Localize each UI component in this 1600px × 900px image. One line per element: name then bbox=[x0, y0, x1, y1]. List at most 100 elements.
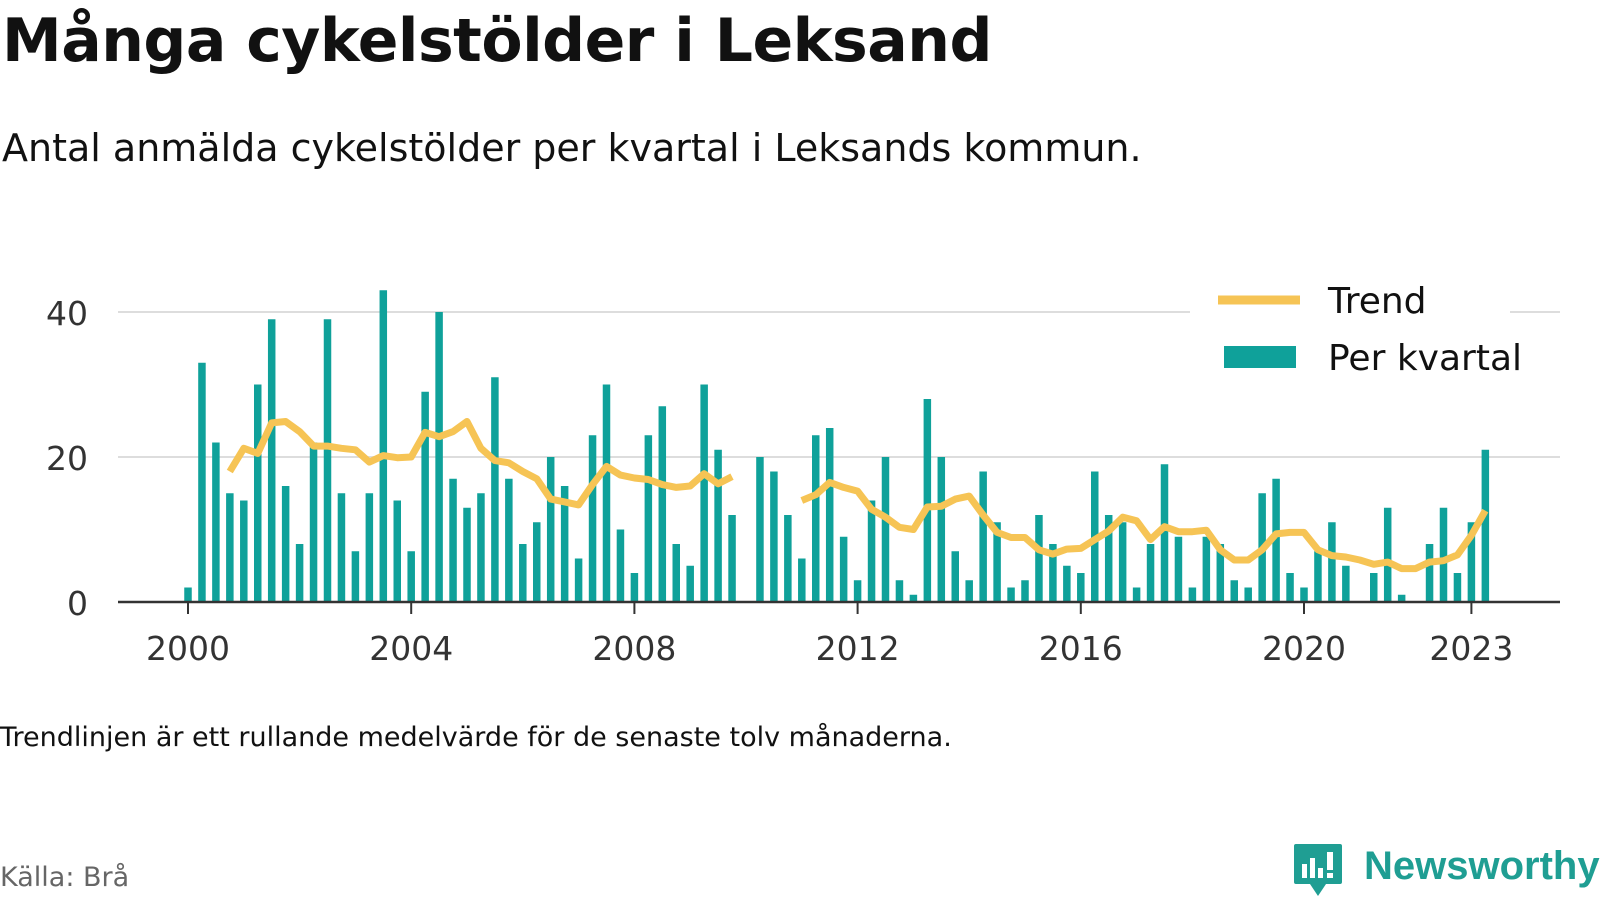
bar-2000-Q2 bbox=[198, 362, 206, 602]
bar-2011-Q1 bbox=[798, 558, 806, 602]
x-tick-label: 2012 bbox=[816, 629, 900, 668]
bar-2001-Q4 bbox=[281, 486, 290, 602]
bar-2009-Q2 bbox=[700, 384, 708, 602]
bar-2007-Q3 bbox=[602, 384, 611, 602]
bar-2009-Q4 bbox=[728, 515, 736, 602]
bar-2002-Q1 bbox=[295, 544, 304, 602]
bar-2018-Q1 bbox=[1188, 587, 1197, 602]
bar-2003-Q2 bbox=[365, 493, 374, 602]
bar-2015-Q1 bbox=[1021, 580, 1029, 602]
line-series-trend bbox=[226, 418, 1489, 573]
bar-2018-Q4 bbox=[1230, 580, 1238, 602]
bar-2019-Q3 bbox=[1272, 478, 1280, 602]
bar-2014-Q4 bbox=[1007, 587, 1015, 602]
bar-2000-Q4 bbox=[226, 493, 234, 602]
bar-2008-Q3 bbox=[658, 406, 667, 602]
bar-2001-Q2 bbox=[254, 384, 262, 602]
bar-2001-Q3 bbox=[267, 319, 276, 602]
bar-2017-Q1 bbox=[1132, 587, 1141, 602]
bar-2017-Q4 bbox=[1174, 536, 1183, 602]
y-tick-label: 40 bbox=[46, 294, 88, 333]
bar-2013-Q3 bbox=[937, 457, 946, 602]
bar-2009-Q3 bbox=[714, 449, 722, 602]
bar-2008-Q2 bbox=[644, 435, 653, 602]
bar-2007-Q1 bbox=[574, 558, 583, 602]
bar-2011-Q2 bbox=[812, 435, 820, 602]
bar-2016-Q1 bbox=[1077, 573, 1085, 602]
x-tick-label: 2023 bbox=[1429, 629, 1513, 668]
bar-2015-Q3 bbox=[1049, 544, 1057, 602]
legend-per-kvartal-swatch bbox=[1224, 346, 1296, 368]
bar-2004-Q1 bbox=[407, 551, 415, 602]
bar-2022-Q3 bbox=[1439, 507, 1448, 602]
bar-2021-Q3 bbox=[1383, 507, 1392, 602]
bar-2000-Q3 bbox=[212, 442, 220, 602]
bar-2015-Q2 bbox=[1035, 515, 1043, 602]
bar-2003-Q4 bbox=[393, 500, 401, 602]
bar-2018-Q3 bbox=[1216, 544, 1225, 602]
x-tick-label: 2016 bbox=[1039, 629, 1123, 668]
trend-line-segment-1 bbox=[226, 418, 734, 509]
bar-2012-Q2 bbox=[867, 500, 876, 602]
bar-2008-Q4 bbox=[672, 544, 680, 602]
bar-2013-Q1 bbox=[909, 594, 918, 602]
bar-2007-Q2 bbox=[588, 435, 597, 602]
bar-2019-Q4 bbox=[1286, 573, 1294, 602]
bar-2000-Q1 bbox=[184, 587, 192, 602]
bar-2011-Q4 bbox=[839, 536, 848, 602]
source-credit: Källa: Brå bbox=[0, 862, 130, 893]
bar-2005-Q3 bbox=[491, 377, 499, 602]
bar-2021-Q4 bbox=[1397, 594, 1406, 602]
bar-2001-Q1 bbox=[240, 500, 248, 602]
bar-2010-Q4 bbox=[784, 515, 792, 602]
bar-2012-Q1 bbox=[853, 580, 862, 602]
bar-2005-Q2 bbox=[477, 493, 485, 602]
bar-2013-Q4 bbox=[951, 551, 959, 602]
bar-2008-Q1 bbox=[630, 573, 639, 602]
bar-2020-Q1 bbox=[1300, 587, 1308, 602]
bar-2014-Q1 bbox=[965, 580, 973, 602]
chart-subtitle: Antal anmälda cykelstölder per kvartal i… bbox=[2, 126, 1142, 170]
legend-label-per-kvartal: Per kvartal bbox=[1328, 338, 1522, 379]
legend: Trend Per kvartal bbox=[1190, 268, 1522, 380]
newsworthy-logo-icon bbox=[1294, 844, 1342, 896]
bar-2007-Q4 bbox=[616, 529, 625, 602]
trend-line-segment-2 bbox=[800, 478, 1489, 573]
bar-2004-Q4 bbox=[449, 478, 457, 602]
bar-2012-Q3 bbox=[881, 457, 890, 602]
bar-2020-Q3 bbox=[1328, 522, 1336, 602]
bar-2006-Q1 bbox=[519, 544, 527, 602]
bar-2023-Q2 bbox=[1481, 449, 1490, 602]
bar-2013-Q2 bbox=[923, 399, 932, 602]
brand-logo: Newsworthy bbox=[1292, 840, 1600, 896]
chart-plot: 2000 2004 2008 2012 2016 2020 2023 0 20 40 Trend… bbox=[46, 268, 1560, 668]
x-tick-label: 2020 bbox=[1262, 629, 1346, 668]
bar-2023-Q1 bbox=[1467, 522, 1476, 602]
bar-series-per-kvartal bbox=[184, 290, 1490, 602]
bar-2017-Q3 bbox=[1160, 464, 1169, 602]
bar-2014-Q2 bbox=[979, 471, 987, 602]
x-tick-label: 2004 bbox=[369, 629, 453, 668]
bar-2003-Q1 bbox=[351, 551, 360, 602]
bar-2022-Q4 bbox=[1453, 573, 1462, 602]
brand-name: Newsworthy bbox=[1364, 844, 1600, 888]
bar-2012-Q4 bbox=[895, 580, 904, 602]
bar-2002-Q4 bbox=[337, 493, 346, 602]
bar-2019-Q1 bbox=[1244, 587, 1252, 602]
bar-2016-Q4 bbox=[1118, 522, 1127, 602]
bar-2011-Q3 bbox=[825, 428, 834, 602]
bar-2006-Q2 bbox=[533, 522, 541, 602]
bar-2003-Q3 bbox=[379, 290, 388, 602]
x-tick-label: 2008 bbox=[592, 629, 676, 668]
bar-2002-Q2 bbox=[309, 442, 318, 602]
bar-2004-Q2 bbox=[421, 391, 429, 602]
bar-2021-Q2 bbox=[1370, 573, 1378, 602]
bar-2022-Q2 bbox=[1425, 544, 1434, 602]
bar-2010-Q2 bbox=[756, 457, 764, 602]
legend-label-trend: Trend bbox=[1327, 281, 1427, 322]
bar-2002-Q3 bbox=[323, 319, 332, 602]
bar-2006-Q3 bbox=[546, 457, 555, 602]
bar-2005-Q4 bbox=[505, 478, 513, 602]
bar-2006-Q4 bbox=[560, 486, 569, 602]
y-axis-ticks: 0 20 40 bbox=[46, 294, 88, 623]
